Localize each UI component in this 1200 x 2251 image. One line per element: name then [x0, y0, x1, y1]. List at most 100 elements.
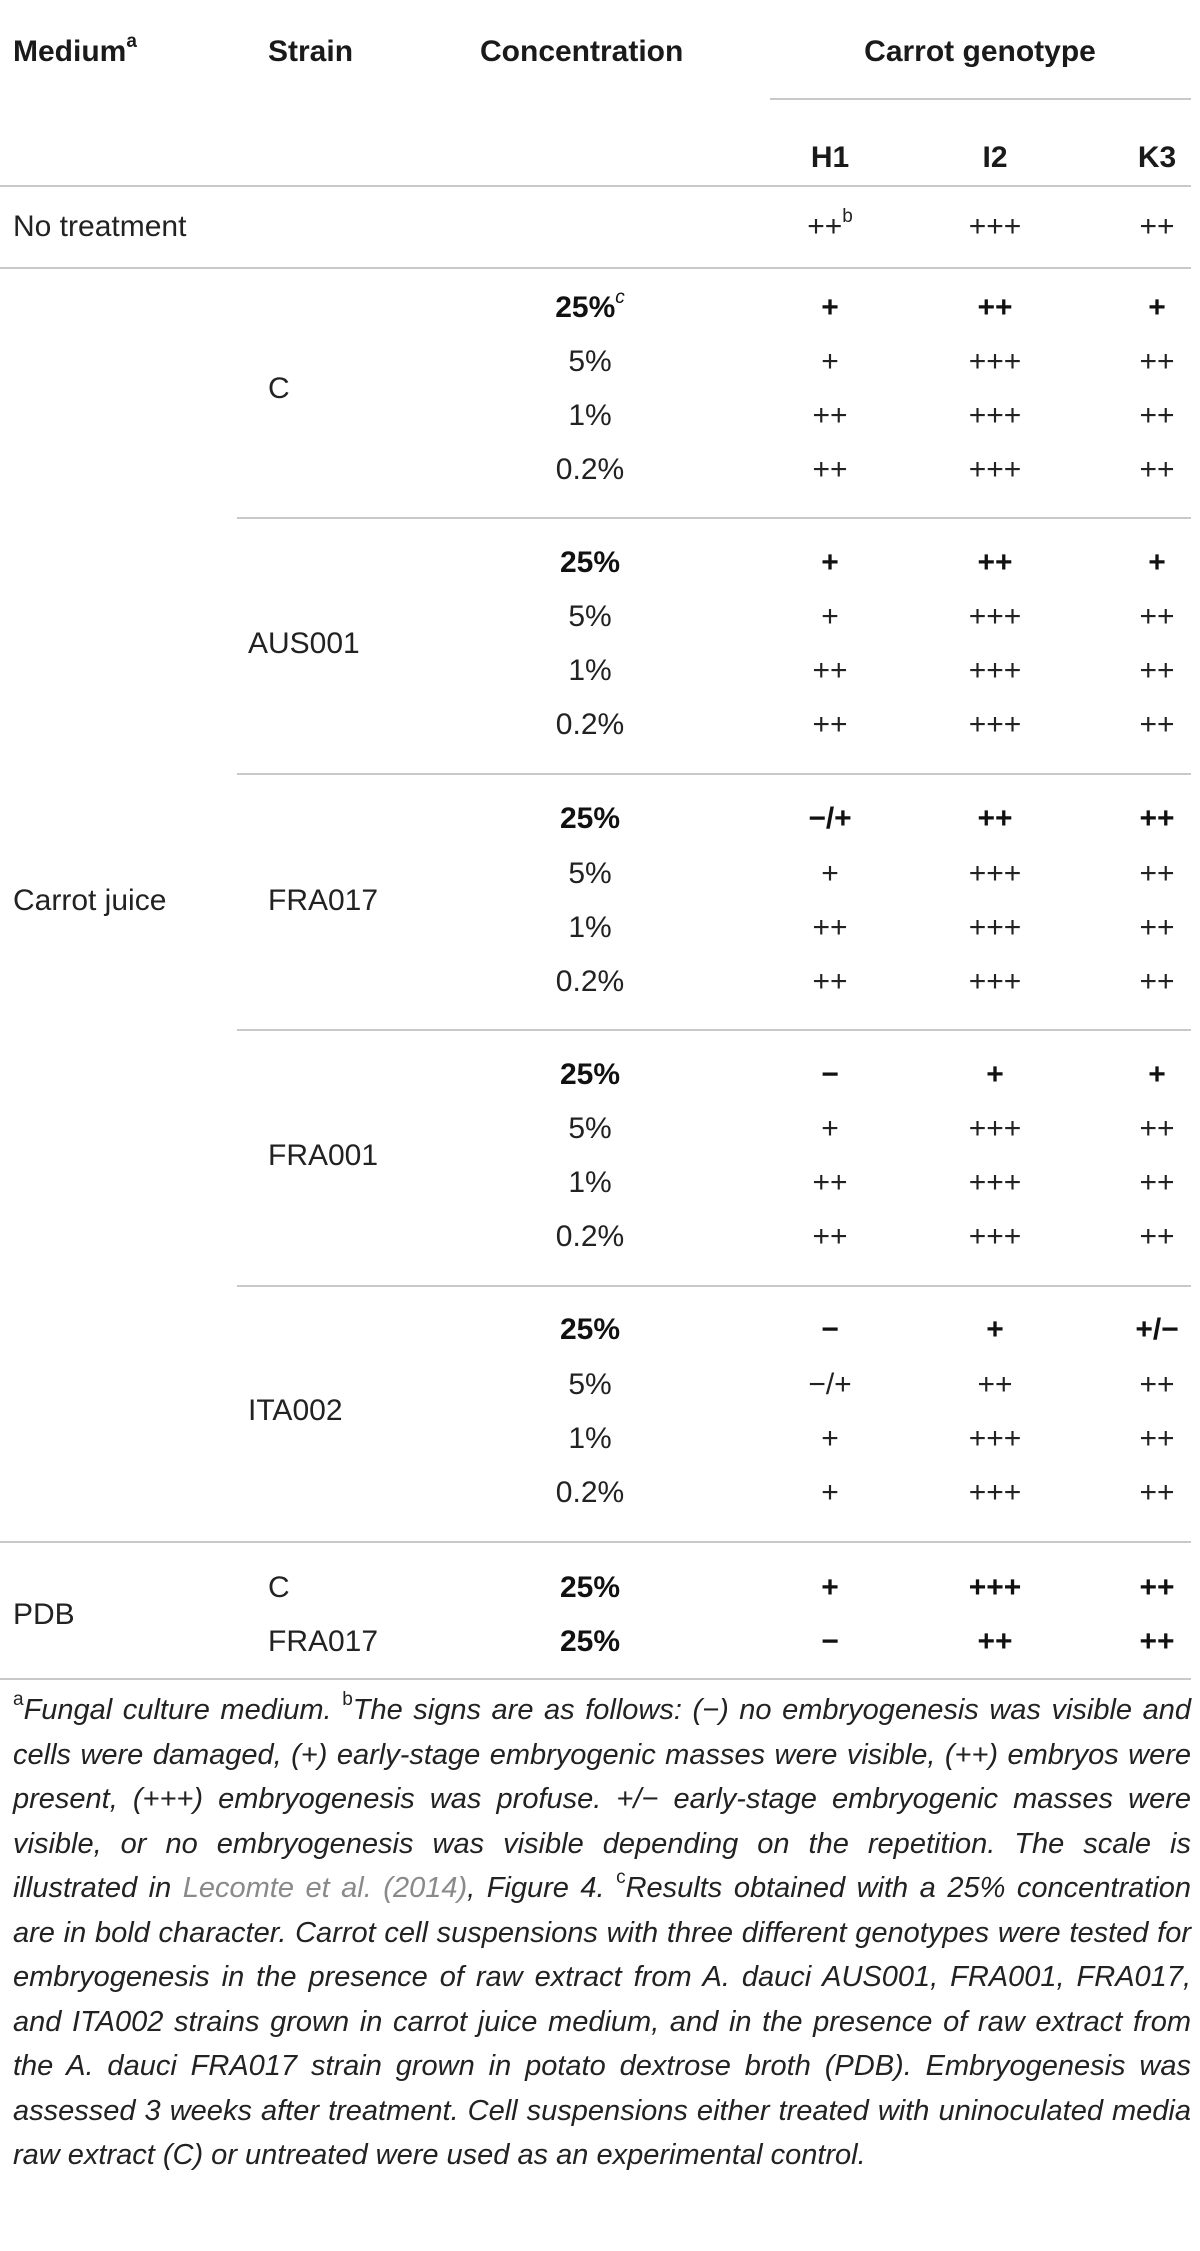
concentration-cell: 0.2% — [555, 1476, 625, 1509]
footnote-b-text: The signs are as follows: (−) no embryog… — [13, 1694, 1191, 1904]
k3-cell: ++ — [1139, 708, 1175, 741]
i2-cell: +++ — [968, 1476, 1022, 1509]
k3-cell: ++ — [1139, 857, 1175, 890]
genotype-underline — [770, 98, 1191, 100]
strain-label: FRA001 — [268, 1139, 379, 1172]
k3-cell: ++ — [1139, 453, 1175, 486]
k3-cell: + — [1148, 291, 1166, 324]
footnote-a-text: Fungal culture medium. — [23, 1694, 343, 1726]
group-divider — [237, 773, 1191, 775]
header-i2: I2 — [982, 141, 1008, 174]
group-divider — [237, 517, 1191, 519]
h1-cell: ++ — [812, 708, 848, 741]
i2-cell: ++ — [977, 802, 1013, 835]
concentration-cell: 25% — [559, 802, 621, 835]
concentration-cell: 0.2% — [555, 708, 625, 741]
k3-cell: ++ — [1139, 600, 1175, 633]
k3-cell: ++ — [1139, 911, 1175, 944]
header-divider — [0, 185, 1191, 187]
k3-cell: ++ — [1139, 1625, 1175, 1658]
h1-cell: − — [821, 1625, 839, 1658]
k3-cell: + — [1148, 546, 1166, 579]
k3-cell: ++ — [1139, 965, 1175, 998]
concentration-cell: 25% — [559, 546, 621, 579]
concentration-cell: 0.2% — [555, 1220, 625, 1253]
concentration-cell: 25%c — [555, 287, 625, 324]
i2-cell: +++ — [968, 1166, 1022, 1199]
h1-cell: −/+ — [808, 1368, 852, 1401]
concentration-cell: 0.2% — [555, 965, 625, 998]
k3-cell: + — [1148, 1058, 1166, 1091]
h1-cell: + — [821, 1476, 839, 1509]
header-medium: Mediuma — [13, 31, 137, 68]
i2-cell: +++ — [968, 1571, 1022, 1604]
concentration-cell: 25% — [559, 1625, 621, 1658]
strain-label: ITA002 — [248, 1394, 343, 1427]
i2-cell: + — [986, 1058, 1004, 1091]
concentration-cell: 5% — [568, 345, 612, 378]
no-treatment-label: No treatment — [13, 210, 187, 243]
h1-cell: + — [821, 546, 839, 579]
strain-label: C — [268, 372, 290, 405]
k3-cell: ++ — [1139, 1476, 1175, 1509]
i2-cell: +++ — [968, 857, 1022, 890]
h1-cell: + — [821, 345, 839, 378]
h1-cell: ++ — [812, 453, 848, 486]
i2-cell: +++ — [968, 1220, 1022, 1253]
concentration-cell: 0.2% — [555, 453, 625, 486]
h1-cell: ++ — [812, 654, 848, 687]
h1-cell: −/+ — [808, 802, 852, 835]
concentration-cell: 25% — [559, 1571, 621, 1604]
footnote-c-text: Results obtained with a 25% concentratio… — [13, 1872, 1191, 2171]
i2-cell: +++ — [968, 453, 1022, 486]
header-concentration: Concentration — [480, 35, 684, 68]
strain-label: AUS001 — [248, 627, 360, 660]
i2-cell: +++ — [968, 911, 1022, 944]
medium-carrot-juice: Carrot juice — [13, 884, 167, 917]
k3-cell: ++ — [1139, 1220, 1175, 1253]
concentration-cell: 5% — [568, 1368, 612, 1401]
citation-link[interactable]: Lecomte et al. (2014) — [182, 1872, 468, 1904]
concentration-cell: 5% — [568, 600, 612, 633]
concentration-cell: 1% — [568, 399, 612, 432]
k3-cell: ++ — [1139, 1571, 1175, 1604]
h1-cell: + — [821, 291, 839, 324]
h1-cell: ++ — [812, 399, 848, 432]
concentration-cell: 5% — [568, 857, 612, 890]
h1-cell: ++ — [812, 965, 848, 998]
h1-cell: − — [821, 1058, 839, 1091]
k3-cell: ++ — [1139, 802, 1175, 835]
k3-cell: ++ — [1139, 1368, 1175, 1401]
group-divider — [237, 1029, 1191, 1031]
i2-cell: + — [986, 1313, 1004, 1346]
concentration-cell: 1% — [568, 911, 612, 944]
i2-cell: +++ — [968, 1112, 1022, 1145]
k3-cell: ++ — [1139, 399, 1175, 432]
i2-cell: +++ — [968, 965, 1022, 998]
header-k3: K3 — [1137, 141, 1177, 174]
i2-cell: ++ — [977, 1368, 1013, 1401]
header-carrot-genotype: Carrot genotype — [864, 35, 1096, 68]
h1-cell: ++ — [812, 911, 848, 944]
strain-label: C — [268, 1571, 290, 1604]
i2-cell: ++ — [977, 291, 1013, 324]
footnote-c-mark: c — [616, 1867, 626, 1889]
h1-cell: − — [821, 1313, 839, 1346]
i2-cell: +++ — [968, 1422, 1022, 1455]
concentration-cell: 25% — [559, 1058, 621, 1091]
k3-cell: +/− — [1135, 1313, 1179, 1346]
no-treatment-k3: ++ — [1139, 210, 1175, 243]
concentration-cell: 1% — [568, 1422, 612, 1455]
no-treatment-i2: +++ — [968, 210, 1022, 243]
table-bottom-rule — [0, 1678, 1191, 1680]
h1-cell: + — [821, 1571, 839, 1604]
table-footnotes: aFungal culture medium. bThe signs are a… — [13, 1688, 1191, 2178]
no-treatment-divider — [0, 267, 1191, 269]
footnote-b-tail: , Figure 4. — [467, 1872, 605, 1904]
i2-cell: +++ — [968, 345, 1022, 378]
i2-cell: +++ — [968, 600, 1022, 633]
h1-cell: + — [821, 600, 839, 633]
concentration-cell: 1% — [568, 654, 612, 687]
h1-cell: ++ — [812, 1220, 848, 1253]
medium-divider — [0, 1541, 1191, 1543]
